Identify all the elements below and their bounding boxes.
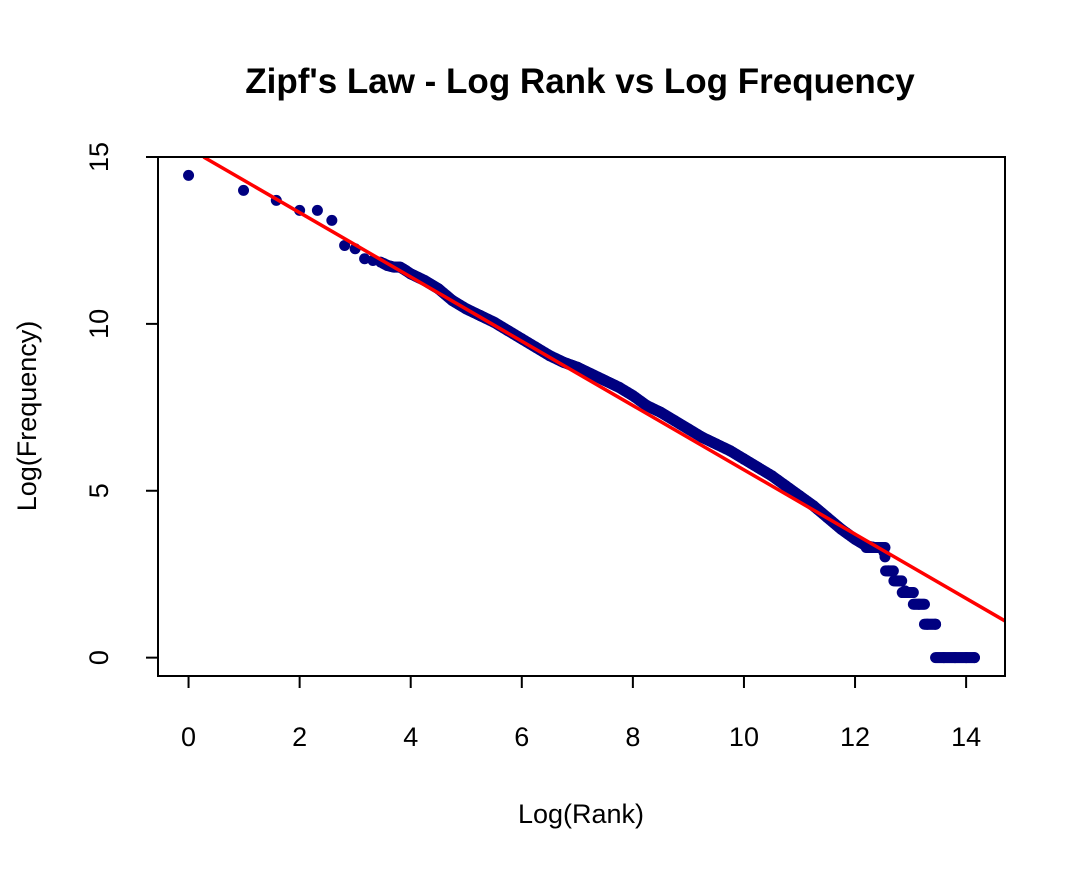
fit-line	[202, 157, 1005, 623]
data-point-tail	[887, 565, 899, 577]
y-tick-label: 0	[84, 650, 114, 665]
y-tick-label: 5	[84, 483, 114, 498]
data-point-tail	[930, 618, 942, 630]
x-tick-label: 4	[403, 722, 418, 752]
x-axis-label: Log(Rank)	[518, 799, 644, 829]
x-tick-label: 6	[514, 722, 529, 752]
data-point	[311, 204, 323, 216]
data-point	[238, 184, 250, 196]
chart-title: Zipf's Law - Log Rank vs Log Frequency	[245, 62, 915, 101]
data-point	[359, 253, 371, 265]
x-axis: 0 2 4 6 8 10 12 14	[181, 675, 981, 752]
plot-area	[183, 157, 1005, 664]
y-axis: 0 5 10 15	[84, 142, 159, 665]
data-point	[183, 169, 195, 181]
data-point	[326, 214, 338, 226]
data-point	[339, 239, 351, 251]
data-point-tail	[907, 587, 919, 599]
x-tick-label: 12	[840, 722, 870, 752]
data-point-tail	[896, 575, 908, 587]
x-tick-label: 8	[625, 722, 640, 752]
y-axis-label: Log(Frequency)	[12, 321, 42, 512]
x-tick-label: 0	[181, 722, 196, 752]
x-tick-label: 10	[729, 722, 759, 752]
data-point-tail	[918, 598, 930, 610]
x-tick-label: 14	[951, 722, 981, 752]
y-tick-label: 10	[84, 309, 114, 339]
x-tick-label: 2	[292, 722, 307, 752]
y-tick-label: 15	[84, 142, 114, 172]
data-point-tail	[968, 652, 980, 664]
plot-frame	[157, 156, 1006, 677]
